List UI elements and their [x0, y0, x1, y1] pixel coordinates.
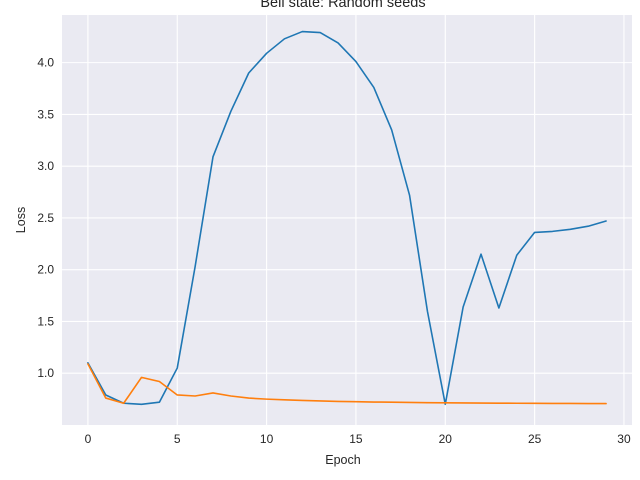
x-tick-labels: 0 5 10 15 20 25 30: [85, 432, 631, 446]
y-axis-label: Loss: [14, 207, 28, 233]
y-tick-4: 3.0: [37, 159, 54, 173]
x-tick-0: 0: [85, 432, 92, 446]
y-tick-6: 4.0: [37, 56, 54, 70]
chart-title: Bell state: Random seeds: [260, 0, 425, 11]
x-axis-label: Epoch: [325, 453, 360, 467]
x-tick-6: 30: [617, 432, 631, 446]
y-tick-1: 1.5: [37, 314, 54, 328]
series-line-1: [87, 363, 607, 405]
grid: [62, 15, 632, 425]
x-tick-4: 20: [439, 432, 453, 446]
y-tick-5: 3.5: [37, 107, 54, 121]
x-tick-2: 10: [260, 432, 274, 446]
x-tick-5: 25: [528, 432, 542, 446]
x-tick-3: 15: [349, 432, 363, 446]
plot-area: [62, 15, 632, 425]
series-lines: [87, 30, 607, 406]
y-tick-labels: 1.0 1.5 2.0 2.5 3.0 3.5 4.0: [37, 56, 54, 381]
x-tick-1: 5: [174, 432, 181, 446]
series-line-0: [87, 30, 607, 406]
y-tick-3: 2.5: [37, 211, 54, 225]
y-tick-2: 2.0: [37, 263, 54, 277]
y-tick-0: 1.0: [37, 366, 54, 380]
